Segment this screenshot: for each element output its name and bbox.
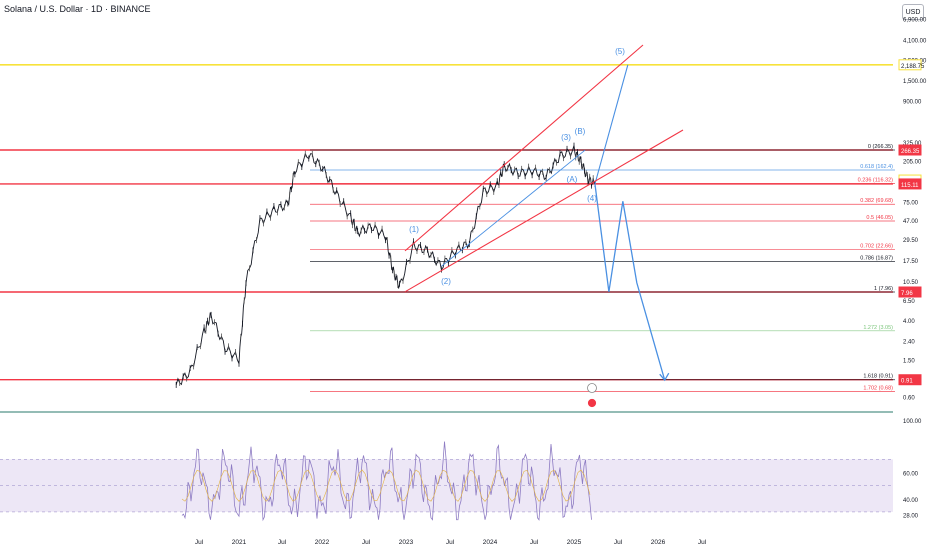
time-tick-label: Jul xyxy=(362,539,371,546)
wave-label: (B) xyxy=(575,127,586,136)
price-tick-label: 205.00 xyxy=(903,160,922,166)
time-tick-label: Jul xyxy=(698,539,707,546)
fib-level-label: 1.702 (0.68) xyxy=(863,386,893,392)
fib-level-label: 0.618 (162.4) xyxy=(860,164,893,170)
price-tick-label: 1.50 xyxy=(903,359,915,365)
price-badge xyxy=(898,286,922,298)
price-badge xyxy=(898,374,922,386)
time-tick-label: 2021 xyxy=(232,539,247,546)
wave-label: (5) xyxy=(615,47,625,56)
price-tick-label: 47.00 xyxy=(903,219,919,225)
wave-label: (2) xyxy=(441,277,451,286)
chart-title: Solana / U.S. Dollar · 1D · BINANCE xyxy=(4,4,151,14)
price-badge-label: 0.91 xyxy=(901,379,913,385)
fib-level-label: 0.702 (22.66) xyxy=(860,244,893,250)
price-tick-label: 0.60 xyxy=(903,396,915,402)
time-tick-label: 2025 xyxy=(567,539,582,546)
wave-label: (4) xyxy=(587,194,597,203)
wave-connector xyxy=(441,149,586,267)
time-tick-label: Jul xyxy=(446,539,455,546)
fib-level-label: 0.5 (46.05) xyxy=(866,215,893,221)
time-tick-label: Jul xyxy=(195,539,204,546)
time-tick-label: Jul xyxy=(530,539,539,546)
price-tick-label: 10.50 xyxy=(903,280,919,286)
price-tick-label: 6.50 xyxy=(903,299,915,305)
time-tick-label: Jul xyxy=(614,539,623,546)
price-tick-label: 17.50 xyxy=(903,259,919,265)
price-badge-label: 2,188.75 xyxy=(901,64,925,70)
price-tick-label: 1,500.00 xyxy=(903,79,927,85)
fib-level-label: 1.618 (0.91) xyxy=(863,374,893,380)
currency-button[interactable]: USD xyxy=(902,4,924,20)
rsi-ma-line xyxy=(181,469,591,502)
time-tick-label: Jul xyxy=(278,539,287,546)
price-badge-label: 115.11 xyxy=(901,183,919,189)
rsi-tick-label: 28.00 xyxy=(903,514,919,520)
price-tick-label: 325.00 xyxy=(903,141,922,147)
wave-5-projection xyxy=(594,64,629,185)
time-tick-label: 2026 xyxy=(651,539,666,546)
rsi-tick-label: 60.00 xyxy=(903,472,919,478)
fib-level-label: 0 (266.35) xyxy=(868,144,893,150)
price-tick-label: 75.00 xyxy=(903,200,919,206)
fib-level-label: 1 (7.96) xyxy=(874,286,893,292)
price-badge xyxy=(898,59,922,71)
flag-marker-icon xyxy=(587,398,597,408)
price-tick-label: 900.00 xyxy=(903,100,922,106)
price-badge-label: 7.96 xyxy=(901,291,913,297)
fib-level-label: 1.272 (3.05) xyxy=(863,325,893,331)
price-pane xyxy=(0,20,893,412)
channel-lower-line xyxy=(404,129,684,293)
price-tick-label: 2.40 xyxy=(903,339,915,345)
projection-arrowhead xyxy=(659,372,670,382)
wave-label: (A) xyxy=(567,175,578,184)
time-tick-label: 2023 xyxy=(399,539,414,546)
time-tick-label: 2024 xyxy=(483,539,498,546)
price-tick-label: 29.50 xyxy=(903,238,919,244)
price-tick-label: 4,100.00 xyxy=(903,38,927,44)
price-tick-label: 6,900.00 xyxy=(903,17,927,23)
wave-label: (1) xyxy=(409,225,419,234)
time-tick-label: 2022 xyxy=(315,539,330,546)
fib-level-label: 0.382 (69.68) xyxy=(860,198,893,204)
price-badge-label: 266.35 xyxy=(901,149,920,155)
channel-upper-line xyxy=(404,44,644,252)
price-tick-label: 4.00 xyxy=(903,319,915,325)
fib-level-label: 0.786 (16.87) xyxy=(860,256,893,262)
rsi-tick-label: 40.00 xyxy=(903,498,919,504)
fib-level-label: 0.236 (116.32) xyxy=(858,178,894,184)
wave-label: (3) xyxy=(561,133,571,142)
rsi-tick-label: 100.00 xyxy=(903,419,922,425)
projection-line xyxy=(594,183,666,381)
price-badge xyxy=(898,178,922,190)
price-badge xyxy=(898,144,922,156)
event-marker-icon xyxy=(587,383,597,393)
